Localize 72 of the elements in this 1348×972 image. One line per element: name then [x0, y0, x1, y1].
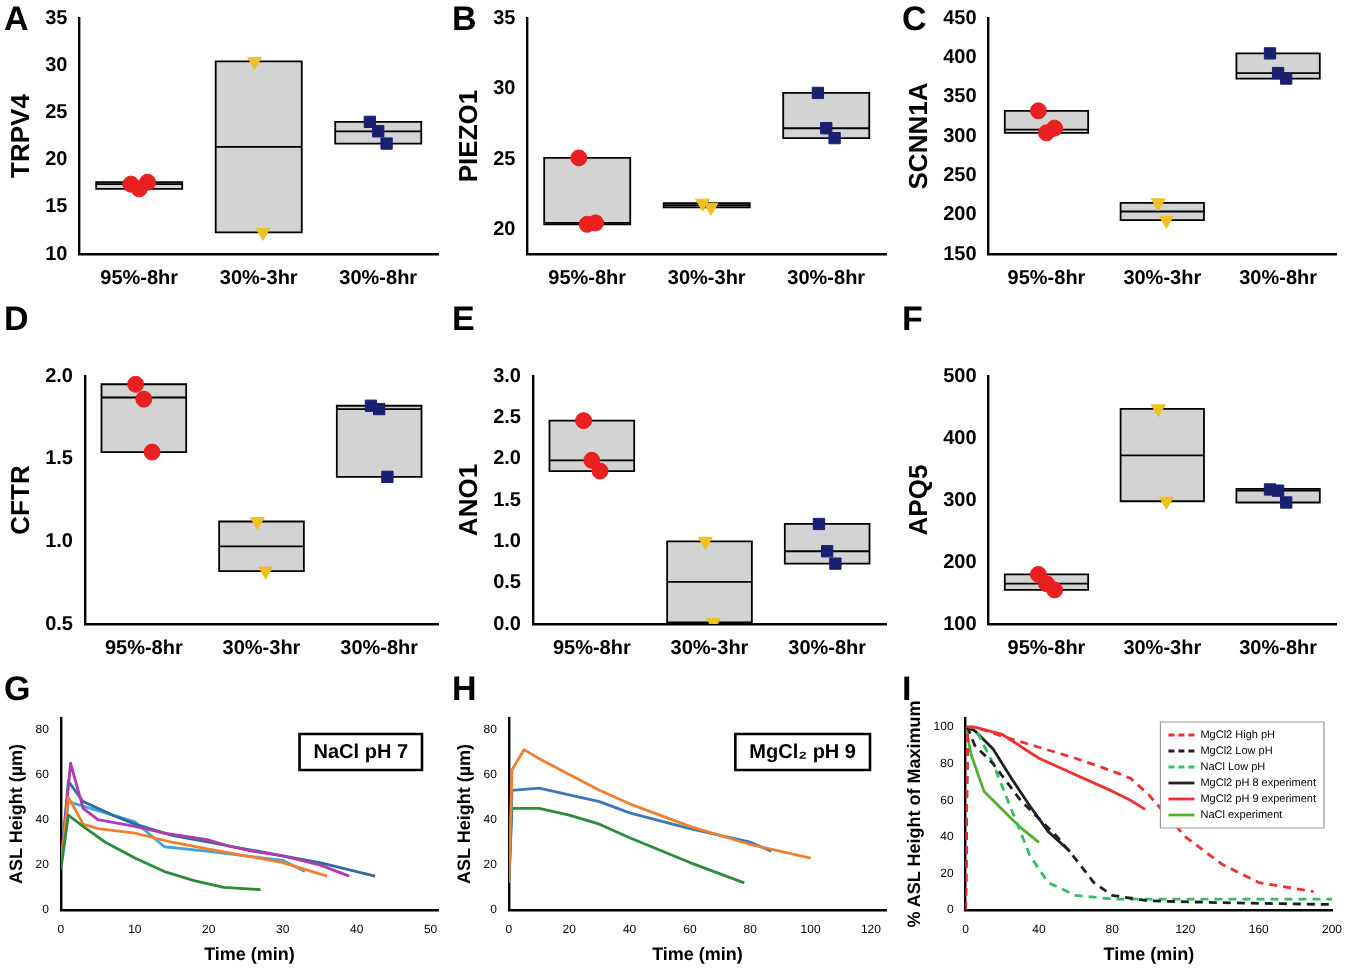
y-tick-label: 200 [943, 551, 978, 574]
annotation: MgCl₂ pH 9 [749, 741, 857, 764]
y-tick-label: 1.0 [45, 530, 74, 553]
y-tick-label: 150 [943, 243, 978, 266]
chart-title: F [902, 300, 923, 340]
y-tick-label: 20 [493, 219, 517, 242]
chart-title: E [452, 300, 475, 340]
x-axis-title: Time (min) [1103, 944, 1195, 965]
x-tick-label: 30%-3hr [667, 267, 746, 290]
y-tick-label: 300 [943, 125, 978, 148]
y-tick-label: 250 [943, 164, 978, 187]
x-tick-label: 95%-8hr [1007, 637, 1086, 660]
chart-title: C [902, 0, 927, 40]
y-axis-title: ASL Height (µm) [5, 743, 26, 885]
y-tick-label: 2.5 [493, 406, 522, 429]
x-tick-label: 30%-8hr [1239, 267, 1318, 290]
x-tick-label: 30%-8hr [339, 267, 418, 290]
y-tick-label: 10 [45, 243, 69, 266]
y-tick-label: 25 [493, 148, 517, 171]
y-tick-label: 0.5 [45, 613, 74, 636]
y-tick-label: 35 [45, 7, 69, 30]
y-tick-label: 300 [943, 489, 978, 512]
y-tick-label: 15 [45, 196, 69, 219]
x-tick-label: 30%-8hr [1239, 637, 1318, 660]
y-tick-label: 2.0 [45, 365, 74, 388]
y-axis-title: ANO1 [452, 463, 483, 537]
chart-title: G [4, 670, 31, 710]
y-tick-label: 1.0 [493, 530, 522, 553]
y-tick-label: 30 [493, 78, 517, 101]
y-tick-label: 500 [943, 365, 978, 388]
y-tick-label: 350 [943, 86, 978, 109]
y-tick-label: 0.0 [493, 613, 522, 636]
x-tick-label: 95%-8hr [552, 637, 631, 660]
x-tick-label: 30%-3hr [670, 637, 749, 660]
x-tick-label: 95%-8hr [548, 267, 627, 290]
annotation: NaCl pH 7 [313, 741, 409, 764]
y-tick-label: 35 [493, 7, 517, 30]
y-tick-label: 100 [943, 613, 978, 636]
x-axis-title: Time (min) [652, 944, 743, 965]
chart-title: D [4, 300, 29, 340]
y-tick-label: 200 [943, 204, 978, 227]
x-tick-label: 30%-8hr [787, 267, 866, 290]
y-tick-label: 450 [943, 7, 978, 30]
y-tick-label: 3.0 [493, 365, 522, 388]
y-tick-label: 400 [943, 427, 978, 450]
y-tick-label: 1.5 [45, 448, 74, 471]
y-axis-title: SCNN1A [902, 81, 933, 190]
y-tick-label: 0.5 [493, 572, 522, 595]
x-tick-label: 30%-3hr [1123, 637, 1202, 660]
y-tick-label: 400 [943, 46, 978, 69]
y-tick-label: 20 [45, 149, 69, 172]
y-axis-title: APQ5 [902, 464, 933, 536]
y-axis-title: CFTR [4, 464, 35, 535]
x-tick-label: 30%-3hr [219, 267, 298, 290]
y-tick-label: 30 [45, 54, 69, 77]
x-axis-title: Time (min) [204, 944, 295, 965]
y-axis-title: PIEZO1 [452, 89, 483, 183]
x-tick-label: 30%-8hr [788, 637, 867, 660]
x-tick-label: 30%-8hr [340, 637, 419, 660]
y-tick-label: 2.0 [493, 448, 522, 471]
chart-title: H [452, 670, 477, 710]
y-axis-title: ASL Height (µm) [453, 743, 474, 885]
y-tick-label: 25 [45, 101, 69, 124]
x-tick-label: 95%-8hr [1007, 267, 1086, 290]
x-tick-label: 95%-8hr [104, 637, 183, 660]
x-tick-label: 95%-8hr [100, 267, 179, 290]
x-tick-label: 30%-3hr [222, 637, 301, 660]
y-axis-title: TRPV4 [4, 92, 35, 178]
y-tick-label: 1.5 [493, 489, 522, 512]
x-tick-label: 30%-3hr [1123, 267, 1202, 290]
chart-title: A [4, 0, 29, 40]
chart-title: B [452, 0, 477, 40]
